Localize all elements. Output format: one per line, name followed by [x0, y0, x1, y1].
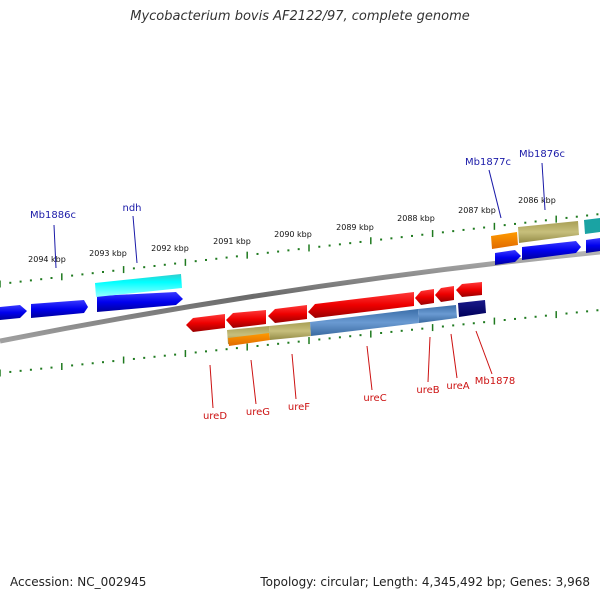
- gene-label-ured: ureD: [203, 411, 227, 422]
- gene-label-ureg: ureG: [246, 407, 270, 418]
- gene-arrow-reverse: [268, 305, 307, 323]
- scale-label: 2086 kbp: [518, 196, 556, 205]
- gene-label-mb1876c: Mb1876c: [519, 149, 565, 160]
- gene-label-urec: ureC: [363, 393, 386, 404]
- gene-arrow-forward: [495, 250, 521, 265]
- forward-gene-labels: Mb1886c ndh Mb1877c Mb1876c: [30, 149, 565, 221]
- gene-box-reverse: [269, 322, 311, 340]
- map-title: Mycobacterium bovis AF2122/97, complete …: [130, 9, 470, 24]
- scale-label: 2090 kbp: [274, 230, 312, 239]
- scale-label: 2093 kbp: [89, 249, 127, 258]
- gene-arrow-forward: [0, 305, 27, 320]
- gene-box-forward: [95, 274, 182, 297]
- gene-label-ureb: ureB: [416, 385, 439, 396]
- scale-label: 2087 kbp: [458, 206, 496, 215]
- gene-arrow-reverse: [308, 292, 414, 318]
- gene-arrow-reverse: [415, 289, 434, 305]
- gene-arrow-forward: [586, 238, 600, 253]
- gene-box-reverse: [418, 305, 457, 323]
- gene-box-forward: [518, 221, 579, 243]
- gene-features: [0, 218, 600, 346]
- gene-arrow-forward: [522, 241, 581, 260]
- gene-label-mb1877c: Mb1877c: [465, 157, 511, 168]
- gene-arrow-reverse: [435, 286, 454, 302]
- gene-box-reverse: [458, 300, 486, 317]
- gene-arrow-reverse: [186, 314, 225, 332]
- gene-arrow-reverse: [226, 310, 266, 328]
- gene-label-uref: ureF: [288, 402, 310, 413]
- gene-box-forward: [584, 218, 600, 234]
- scale-labels: 2094 kbp 2093 kbp 2092 kbp 2091 kbp 2090 kbp…: [28, 196, 556, 264]
- genome-summary: Topology: circular; Length: 4,345,492 bp…: [260, 575, 590, 589]
- gene-box-reverse: [228, 333, 270, 346]
- gene-arrow-forward: [31, 300, 88, 318]
- scale-label: 2088 kbp: [397, 214, 435, 223]
- scale-ticks: [0, 213, 599, 377]
- reverse-gene-labels: ureD ureG ureF ureC ureB ureA Mb1878: [203, 376, 515, 422]
- scale-label: 2089 kbp: [336, 223, 374, 232]
- gene-arrow-reverse: [456, 282, 482, 297]
- gene-box-reverse: [310, 309, 419, 336]
- scale-label: 2094 kbp: [28, 255, 66, 264]
- gene-arrow-forward: [97, 292, 183, 312]
- gene-label-urea: ureA: [446, 381, 469, 392]
- scale-label: 2091 kbp: [213, 237, 251, 246]
- scale-label: 2092 kbp: [151, 244, 189, 253]
- gene-label-ndh: ndh: [122, 203, 141, 214]
- gene-label-mb1878: Mb1878: [475, 376, 515, 387]
- accession-label: Accession: NC_002945: [10, 575, 147, 589]
- gene-label-mb1886c: Mb1886c: [30, 210, 76, 221]
- gene-box-forward: [491, 232, 518, 249]
- leader-lines: [53, 162, 546, 409]
